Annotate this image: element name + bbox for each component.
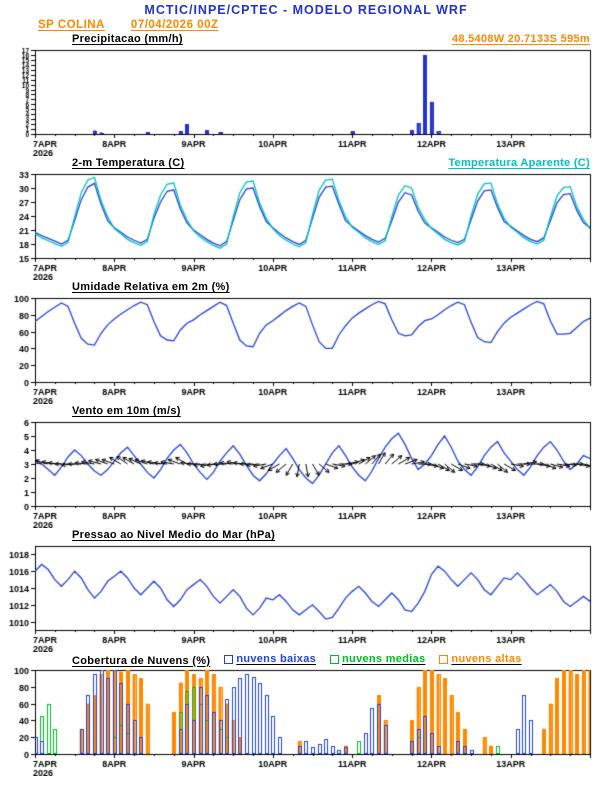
panel-pressure: Pressao ao Nivel Medio do Mar (hPa) (0, 528, 612, 652)
panel-humidity: Umidade Relativa em 2m (%) (0, 280, 612, 404)
wind-title-row: Vento em 10m (m/s) (0, 404, 612, 418)
page-title: MCTIC/INPE/CPTEC - MODELO REGIONAL WRF (144, 3, 468, 17)
legend-low-clouds-label: nuvens baixas (236, 653, 317, 665)
pressure-title: Pressao ao Nivel Medio do Mar (hPa) (72, 529, 276, 541)
precipitation-chart (0, 46, 612, 156)
legend-mid-clouds: nuvens medias (330, 652, 425, 666)
run-datetime: 07/04/2026 00Z (130, 19, 219, 31)
legend-mid-clouds-label: nuvens medias (342, 653, 426, 665)
humidity-title-row: Umidade Relativa em 2m (%) (0, 280, 612, 294)
humidity-title: Umidade Relativa em 2m (%) (72, 281, 230, 293)
temperature-chart (0, 170, 612, 280)
panel-temperature: 2-m Temperatura (C) Temperatura Aparente… (0, 156, 612, 280)
low-clouds-swatch-icon (224, 654, 234, 664)
legend-high-clouds-label: nuvens altas (451, 653, 522, 665)
cloud-cover-title-row: Cobertura de Nuvens (%) nuvens baixas nu… (0, 652, 612, 667)
temperature-title: 2-m Temperatura (C) (72, 157, 185, 169)
wind-chart (0, 418, 612, 528)
cloud-cover-chart (0, 666, 612, 776)
panel-cloud-cover: Cobertura de Nuvens (%) nuvens baixas nu… (0, 652, 612, 776)
cloud-cover-title: Cobertura de Nuvens (%) (72, 654, 211, 667)
meteogram-page: MCTIC/INPE/CPTEC - MODELO REGIONAL WRF S… (0, 3, 612, 776)
wind-title: Vento em 10m (m/s) (72, 405, 181, 417)
precipitation-title-row: Precipitacao (mm/h) 48.5408W 20.7133S 59… (0, 32, 612, 46)
pressure-chart (0, 542, 612, 652)
legend-high-clouds: nuvens altas (439, 652, 521, 666)
location-label: 48.5408W 20.7133S 595m (451, 33, 590, 45)
header-subrow: SP COLINA 07/04/2026 00Z (0, 18, 612, 32)
legend-low-clouds: nuvens baixas (224, 652, 316, 666)
station-label: SP COLINA (38, 19, 105, 31)
high-clouds-swatch-icon (439, 654, 449, 664)
apparent-temperature-legend: Temperatura Aparente (C) (448, 157, 590, 169)
precipitation-title: Precipitacao (mm/h) (72, 33, 183, 45)
pressure-title-row: Pressao ao Nivel Medio do Mar (hPa) (0, 528, 612, 542)
panel-wind: Vento em 10m (m/s) (0, 404, 612, 528)
humidity-chart (0, 294, 612, 404)
panel-precipitation: Precipitacao (mm/h) 48.5408W 20.7133S 59… (0, 32, 612, 156)
mid-clouds-swatch-icon (330, 654, 340, 664)
temperature-title-row: 2-m Temperatura (C) Temperatura Aparente… (0, 156, 612, 170)
